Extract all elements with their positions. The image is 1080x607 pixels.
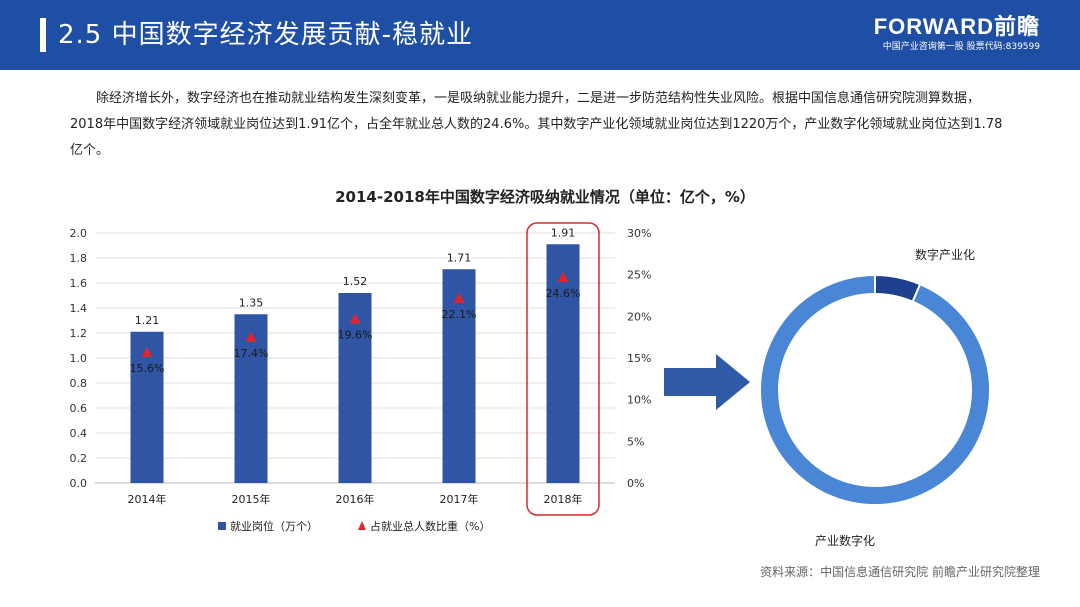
legend-marker-percent <box>358 521 366 530</box>
brand-tagline: 中国产业咨询第一股 股票代码:839599 <box>882 42 1040 52</box>
right-arrow-icon <box>664 354 750 410</box>
y-left-tick-label: 1.8 <box>70 252 88 265</box>
percent-marker <box>557 272 569 282</box>
y-left-tick-label: 1.4 <box>70 302 88 315</box>
donut-label: 数字产业化 <box>915 247 975 262</box>
y-left-tick-label: 0.4 <box>70 427 88 440</box>
percent-value-label: 17.4% <box>234 347 269 360</box>
bar <box>442 269 476 483</box>
bar <box>546 244 580 483</box>
bar-value-label: 1.35 <box>239 296 264 309</box>
y-left-tick-label: 0.6 <box>70 402 88 415</box>
brand-block: FORWARD前瞻 中国产业咨询第一股 股票代码:839599 <box>874 14 1040 54</box>
donut-slice <box>759 273 991 506</box>
bar-value-label: 1.52 <box>343 275 368 288</box>
header-bar: 2.5 中国数字经济发展贡献-稳就业 FORWARD前瞻 中国产业咨询第一股 股… <box>0 0 1080 70</box>
bar-value-label: 1.91 <box>551 226 576 239</box>
percent-value-label: 22.1% <box>442 308 477 321</box>
y-left-tick-label: 1.6 <box>70 277 88 290</box>
legend-label-bar: 就业岗位（万个） <box>230 519 318 533</box>
y-left-tick-label: 1.2 <box>70 327 88 340</box>
y-right-tick-label: 5% <box>627 435 644 448</box>
y-left-tick-label: 0.2 <box>70 452 88 465</box>
percent-value-label: 19.6% <box>338 329 373 342</box>
legend-label-percent: 占就业总人数比重（%） <box>370 519 490 533</box>
x-tick-label: 2018年 <box>544 492 583 506</box>
bar <box>338 293 372 483</box>
percent-marker <box>349 313 361 324</box>
bar-value-label: 1.21 <box>135 314 160 327</box>
y-left-tick-label: 0.0 <box>70 477 88 490</box>
page-title: 2.5 中国数字经济发展贡献-稳就业 <box>58 20 473 50</box>
percent-marker <box>141 347 153 357</box>
percent-value-label: 15.6% <box>130 362 165 375</box>
y-right-tick-label: 10% <box>627 394 651 407</box>
y-left-tick-label: 2.0 <box>70 227 88 240</box>
y-left-tick-label: 1.0 <box>70 352 88 365</box>
source-note: 资料来源：中国信息通信研究院 前瞻产业研究院整理 <box>760 565 1040 579</box>
percent-marker <box>453 292 465 303</box>
bar-value-label: 1.71 <box>447 251 472 264</box>
y-right-tick-label: 25% <box>627 269 651 282</box>
percent-marker <box>245 332 257 342</box>
percent-value-label: 24.6% <box>546 287 581 300</box>
y-right-tick-label: 0% <box>627 477 644 490</box>
chart-title: 2014-2018年中国数字经济吸纳就业情况（单位：亿个，%） <box>335 188 755 206</box>
x-tick-label: 2015年 <box>232 492 271 506</box>
legend-swatch-bar <box>218 522 226 530</box>
bar <box>234 314 268 483</box>
y-right-tick-label: 15% <box>627 352 651 365</box>
employment-combo-chart: 0.0 0.2 0.4 0.6 0.8 1.0 1.2 1.4 1.6 1.8 2.0 0% 5% 10%… <box>70 222 651 533</box>
intro-paragraph: 除经济增长外，数字经济也在推动就业结构发生深刻变革，一是吸纳就业能力提升，二是进… <box>70 91 1003 158</box>
y-left-tick-label: 0.8 <box>70 377 88 390</box>
y-right-tick-label: 30% <box>627 227 651 240</box>
y-right-tick-label: 20% <box>627 310 651 323</box>
donut-label: 产业数字化 <box>815 533 875 548</box>
x-tick-label: 2014年 <box>128 492 167 506</box>
highlight-frame <box>526 222 600 516</box>
x-tick-label: 2016年 <box>336 492 375 506</box>
brand-logo: FORWARD前瞻 <box>873 14 1040 39</box>
title-accent-bar <box>40 18 46 52</box>
x-tick-label: 2017年 <box>440 492 479 506</box>
